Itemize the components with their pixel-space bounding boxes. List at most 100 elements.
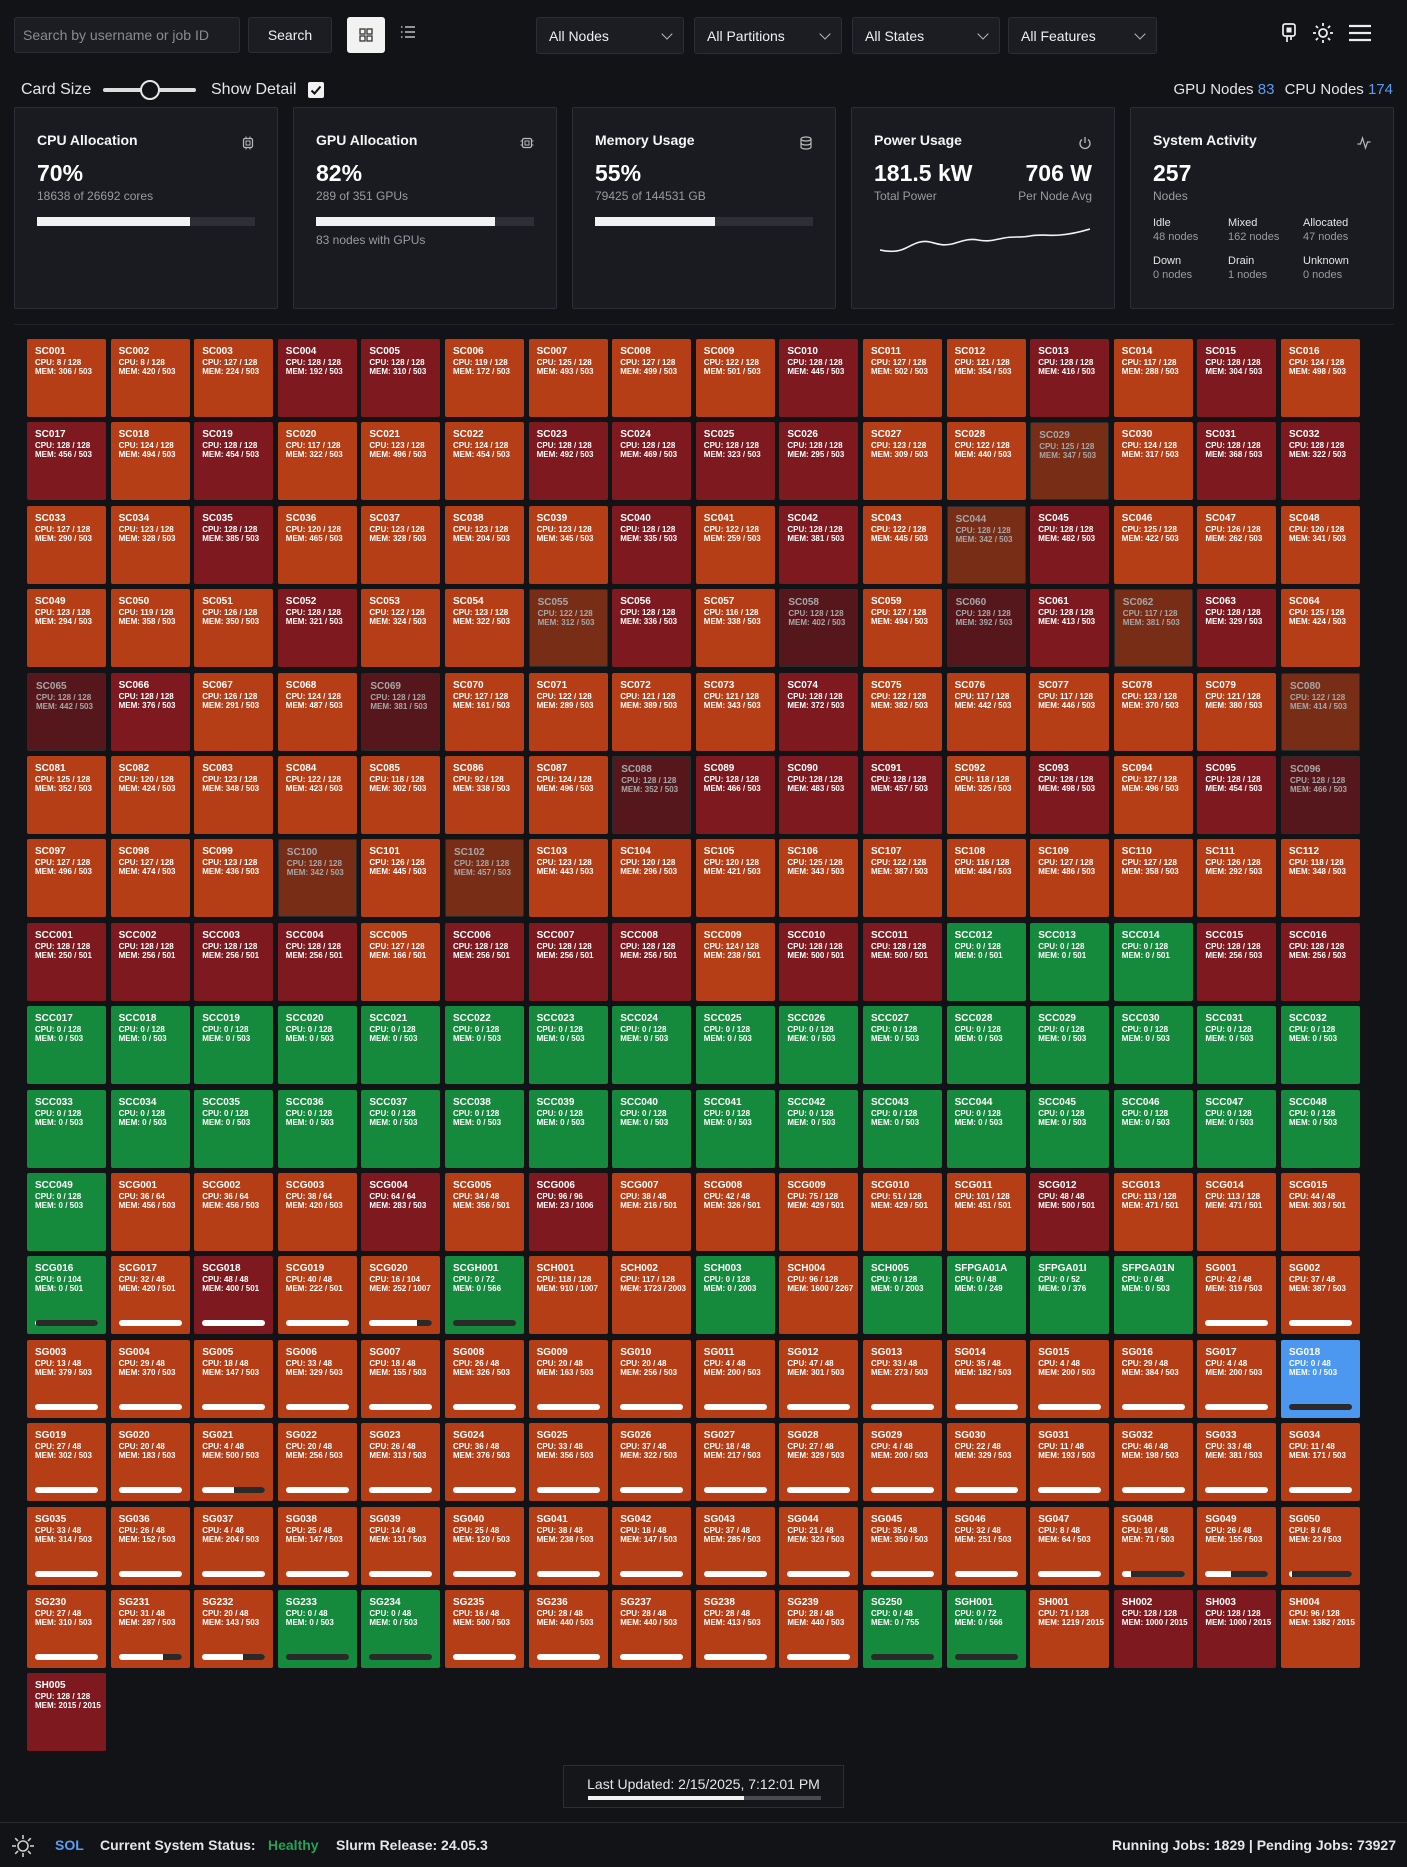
node-card-sh001[interactable]: SH001 CPU: 71 / 128 MEM: 1219 / 2015 (1030, 1590, 1110, 1668)
node-card-sc096[interactable]: SC096 CPU: 128 / 128 MEM: 466 / 503 (1281, 756, 1360, 834)
node-card-sc005[interactable]: SC005 CPU: 128 / 128 MEM: 310 / 503 (361, 339, 441, 417)
node-card-sc016[interactable]: SC016 CPU: 124 / 128 MEM: 498 / 503 (1281, 339, 1360, 417)
node-card-sc007[interactable]: SC007 CPU: 125 / 128 MEM: 493 / 503 (528, 339, 608, 417)
node-card-sg009[interactable]: SG009 CPU: 20 / 48 MEM: 163 / 503 (528, 1339, 608, 1418)
node-card-sc108[interactable]: SC108 CPU: 116 / 128 MEM: 484 / 503 (946, 839, 1026, 918)
node-card-sc100[interactable]: SC100 CPU: 128 / 128 MEM: 342 / 503 (277, 839, 357, 918)
node-card-scc046[interactable]: SCC046 CPU: 0 / 128 MEM: 0 / 503 (1113, 1089, 1193, 1168)
node-card-sg231[interactable]: SG231 CPU: 31 / 48 MEM: 287 / 503 (110, 1590, 190, 1668)
node-card-scc048[interactable]: SCC048 CPU: 0 / 128 MEM: 0 / 503 (1281, 1089, 1360, 1168)
node-card-scc041[interactable]: SCC041 CPU: 0 / 128 MEM: 0 / 503 (695, 1089, 775, 1168)
node-card-sc027[interactable]: SC027 CPU: 123 / 128 MEM: 309 / 503 (863, 422, 942, 501)
node-card-sc041[interactable]: SC041 CPU: 122 / 128 MEM: 259 / 503 (695, 505, 775, 584)
node-card-sc099[interactable]: SC099 CPU: 123 / 128 MEM: 436 / 503 (194, 839, 274, 918)
node-card-sc098[interactable]: SC098 CPU: 127 / 128 MEM: 474 / 503 (110, 839, 190, 918)
node-card-scc011[interactable]: SCC011 CPU: 128 / 128 MEM: 500 / 501 (863, 922, 942, 1001)
node-card-sg046[interactable]: SG046 CPU: 32 / 48 MEM: 251 / 503 (946, 1506, 1026, 1585)
node-card-sh003[interactable]: SH003 CPU: 128 / 128 MEM: 1000 / 2015 (1197, 1590, 1277, 1668)
node-card-sg042[interactable]: SG042 CPU: 18 / 48 MEM: 147 / 503 (612, 1506, 692, 1585)
node-card-sg035[interactable]: SG035 CPU: 33 / 48 MEM: 314 / 503 (27, 1506, 106, 1585)
node-card-scc023[interactable]: SCC023 CPU: 0 / 128 MEM: 0 / 503 (528, 1006, 608, 1085)
node-card-sg033[interactable]: SG033 CPU: 33 / 48 MEM: 381 / 503 (1197, 1423, 1277, 1502)
node-card-sc075[interactable]: SC075 CPU: 122 / 128 MEM: 382 / 503 (863, 672, 942, 751)
node-card-scc013[interactable]: SCC013 CPU: 0 / 128 MEM: 0 / 501 (1030, 922, 1110, 1001)
node-card-sc047[interactable]: SC047 CPU: 126 / 128 MEM: 262 / 503 (1197, 505, 1277, 584)
node-card-sc044[interactable]: SC044 CPU: 128 / 128 MEM: 342 / 503 (946, 505, 1026, 584)
node-card-sc065[interactable]: SC065 CPU: 128 / 128 MEM: 442 / 503 (27, 672, 106, 751)
node-card-sc046[interactable]: SC046 CPU: 125 / 128 MEM: 422 / 503 (1113, 505, 1193, 584)
search-input[interactable] (14, 17, 240, 53)
node-card-sc055[interactable]: SC055 CPU: 122 / 128 MEM: 312 / 503 (528, 589, 608, 668)
node-card-sc091[interactable]: SC091 CPU: 128 / 128 MEM: 457 / 503 (863, 756, 942, 834)
node-card-sc012[interactable]: SC012 CPU: 121 / 128 MEM: 354 / 503 (946, 339, 1026, 417)
node-card-sg037[interactable]: SG037 CPU: 4 / 48 MEM: 204 / 503 (194, 1506, 274, 1585)
node-card-scc033[interactable]: SCC033 CPU: 0 / 128 MEM: 0 / 503 (27, 1089, 106, 1168)
node-card-scc035[interactable]: SCC035 CPU: 0 / 128 MEM: 0 / 503 (194, 1089, 274, 1168)
node-card-sg039[interactable]: SG039 CPU: 14 / 48 MEM: 131 / 503 (361, 1506, 441, 1585)
node-card-scc024[interactable]: SCC024 CPU: 0 / 128 MEM: 0 / 503 (612, 1006, 692, 1085)
node-card-sg018[interactable]: SG018 CPU: 0 / 48 MEM: 0 / 503 (1281, 1339, 1360, 1418)
node-card-sg020[interactable]: SG020 CPU: 20 / 48 MEM: 183 / 503 (110, 1423, 190, 1502)
node-card-sch001[interactable]: SCH001 CPU: 118 / 128 MEM: 910 / 1007 (528, 1256, 608, 1335)
node-card-sc039[interactable]: SC039 CPU: 123 / 128 MEM: 345 / 503 (528, 505, 608, 584)
node-card-sg004[interactable]: SG004 CPU: 29 / 48 MEM: 370 / 503 (110, 1339, 190, 1418)
node-card-sc033[interactable]: SC033 CPU: 127 / 128 MEM: 290 / 503 (27, 505, 106, 584)
grid-view-button[interactable] (347, 17, 385, 53)
node-card-scg010[interactable]: SCG010 CPU: 51 / 128 MEM: 429 / 501 (863, 1173, 942, 1251)
node-card-sg031[interactable]: SG031 CPU: 11 / 48 MEM: 193 / 503 (1030, 1423, 1110, 1502)
node-card-sc107[interactable]: SC107 CPU: 122 / 128 MEM: 387 / 503 (863, 839, 942, 918)
node-card-sc032[interactable]: SC032 CPU: 128 / 128 MEM: 322 / 503 (1281, 422, 1360, 501)
node-card-sc092[interactable]: SC092 CPU: 118 / 128 MEM: 325 / 503 (946, 756, 1026, 834)
node-card-scc039[interactable]: SCC039 CPU: 0 / 128 MEM: 0 / 503 (528, 1089, 608, 1168)
node-card-sg038[interactable]: SG038 CPU: 25 / 48 MEM: 147 / 503 (277, 1506, 357, 1585)
node-card-sc036[interactable]: SC036 CPU: 120 / 128 MEM: 465 / 503 (277, 505, 357, 584)
node-card-scc045[interactable]: SCC045 CPU: 0 / 128 MEM: 0 / 503 (1030, 1089, 1110, 1168)
node-card-sc026[interactable]: SC026 CPU: 128 / 128 MEM: 295 / 503 (779, 422, 859, 501)
node-card-sc037[interactable]: SC037 CPU: 123 / 128 MEM: 328 / 503 (361, 505, 441, 584)
node-card-sc015[interactable]: SC015 CPU: 128 / 128 MEM: 304 / 503 (1197, 339, 1277, 417)
node-card-scg005[interactable]: SCG005 CPU: 34 / 48 MEM: 356 / 501 (445, 1173, 524, 1251)
node-card-sh005[interactable]: SH005 CPU: 128 / 128 MEM: 2015 / 2015 (27, 1673, 106, 1752)
node-card-scc044[interactable]: SCC044 CPU: 0 / 128 MEM: 0 / 503 (946, 1089, 1026, 1168)
cpu-nodes-count[interactable]: 174 (1367, 81, 1393, 98)
node-card-scg017[interactable]: SCG017 CPU: 32 / 48 MEM: 420 / 501 (110, 1256, 190, 1335)
node-card-sc085[interactable]: SC085 CPU: 118 / 128 MEM: 302 / 503 (361, 756, 441, 834)
node-card-sg014[interactable]: SG014 CPU: 35 / 48 MEM: 182 / 503 (946, 1339, 1026, 1418)
node-card-sc038[interactable]: SC038 CPU: 123 / 128 MEM: 204 / 503 (445, 505, 524, 584)
node-card-sg016[interactable]: SG016 CPU: 29 / 48 MEM: 384 / 503 (1113, 1339, 1193, 1418)
node-card-sc008[interactable]: SC008 CPU: 127 / 128 MEM: 499 / 503 (612, 339, 692, 417)
node-card-sc083[interactable]: SC083 CPU: 123 / 128 MEM: 348 / 503 (194, 756, 274, 834)
node-card-sc017[interactable]: SC017 CPU: 128 / 128 MEM: 456 / 503 (27, 422, 106, 501)
node-card-sc040[interactable]: SC040 CPU: 128 / 128 MEM: 335 / 503 (612, 505, 692, 584)
node-card-sc109[interactable]: SC109 CPU: 127 / 128 MEM: 486 / 503 (1030, 839, 1110, 918)
node-card-scg006[interactable]: SCG006 CPU: 96 / 96 MEM: 23 / 1006 (528, 1173, 608, 1251)
node-card-scc032[interactable]: SCC032 CPU: 0 / 128 MEM: 0 / 503 (1281, 1006, 1360, 1085)
node-card-scg004[interactable]: SCG004 CPU: 64 / 64 MEM: 283 / 503 (361, 1173, 441, 1251)
node-card-scc049[interactable]: SCC049 CPU: 0 / 128 MEM: 0 / 503 (27, 1173, 106, 1251)
node-card-scc008[interactable]: SCC008 CPU: 128 / 128 MEM: 256 / 501 (612, 922, 692, 1001)
node-card-sc063[interactable]: SC063 CPU: 128 / 128 MEM: 329 / 503 (1197, 589, 1277, 668)
node-card-sg017[interactable]: SG017 CPU: 4 / 48 MEM: 200 / 503 (1197, 1339, 1277, 1418)
node-card-sc019[interactable]: SC019 CPU: 128 / 128 MEM: 454 / 503 (194, 422, 274, 501)
node-card-sg041[interactable]: SG041 CPU: 38 / 48 MEM: 238 / 503 (528, 1506, 608, 1585)
node-card-scc017[interactable]: SCC017 CPU: 0 / 128 MEM: 0 / 503 (27, 1006, 106, 1085)
node-card-sg003[interactable]: SG003 CPU: 13 / 48 MEM: 379 / 503 (27, 1339, 106, 1418)
node-card-sc001[interactable]: SC001 CPU: 8 / 128 MEM: 306 / 503 (27, 339, 106, 417)
node-card-sg006[interactable]: SG006 CPU: 33 / 48 MEM: 329 / 503 (277, 1339, 357, 1418)
node-card-scg011[interactable]: SCG011 CPU: 101 / 128 MEM: 451 / 501 (946, 1173, 1026, 1251)
node-card-sg008[interactable]: SG008 CPU: 26 / 48 MEM: 326 / 503 (445, 1339, 524, 1418)
slider-thumb[interactable] (139, 80, 160, 100)
node-card-sc102[interactable]: SC102 CPU: 128 / 128 MEM: 457 / 503 (445, 839, 524, 918)
node-card-sg239[interactable]: SG239 CPU: 28 / 48 MEM: 440 / 503 (779, 1590, 859, 1668)
node-card-sg040[interactable]: SG040 CPU: 25 / 48 MEM: 120 / 503 (445, 1506, 524, 1585)
node-card-sg236[interactable]: SG236 CPU: 28 / 48 MEM: 440 / 503 (528, 1590, 608, 1668)
node-card-sc066[interactable]: SC066 CPU: 128 / 128 MEM: 376 / 503 (110, 672, 190, 751)
node-card-scgh001[interactable]: SCGH001 CPU: 0 / 72 MEM: 0 / 566 (445, 1256, 524, 1335)
node-card-sc010[interactable]: SC010 CPU: 128 / 128 MEM: 445 / 503 (779, 339, 859, 417)
node-card-sc057[interactable]: SC057 CPU: 116 / 128 MEM: 338 / 503 (695, 589, 775, 668)
node-card-sc071[interactable]: SC071 CPU: 122 / 128 MEM: 289 / 503 (528, 672, 608, 751)
show-detail-checkbox[interactable] (308, 82, 324, 98)
node-card-sg029[interactable]: SG029 CPU: 4 / 48 MEM: 200 / 503 (863, 1423, 942, 1502)
node-card-sc070[interactable]: SC070 CPU: 127 / 128 MEM: 161 / 503 (445, 672, 524, 751)
node-card-sg034[interactable]: SG034 CPU: 11 / 48 MEM: 171 / 503 (1281, 1423, 1360, 1502)
